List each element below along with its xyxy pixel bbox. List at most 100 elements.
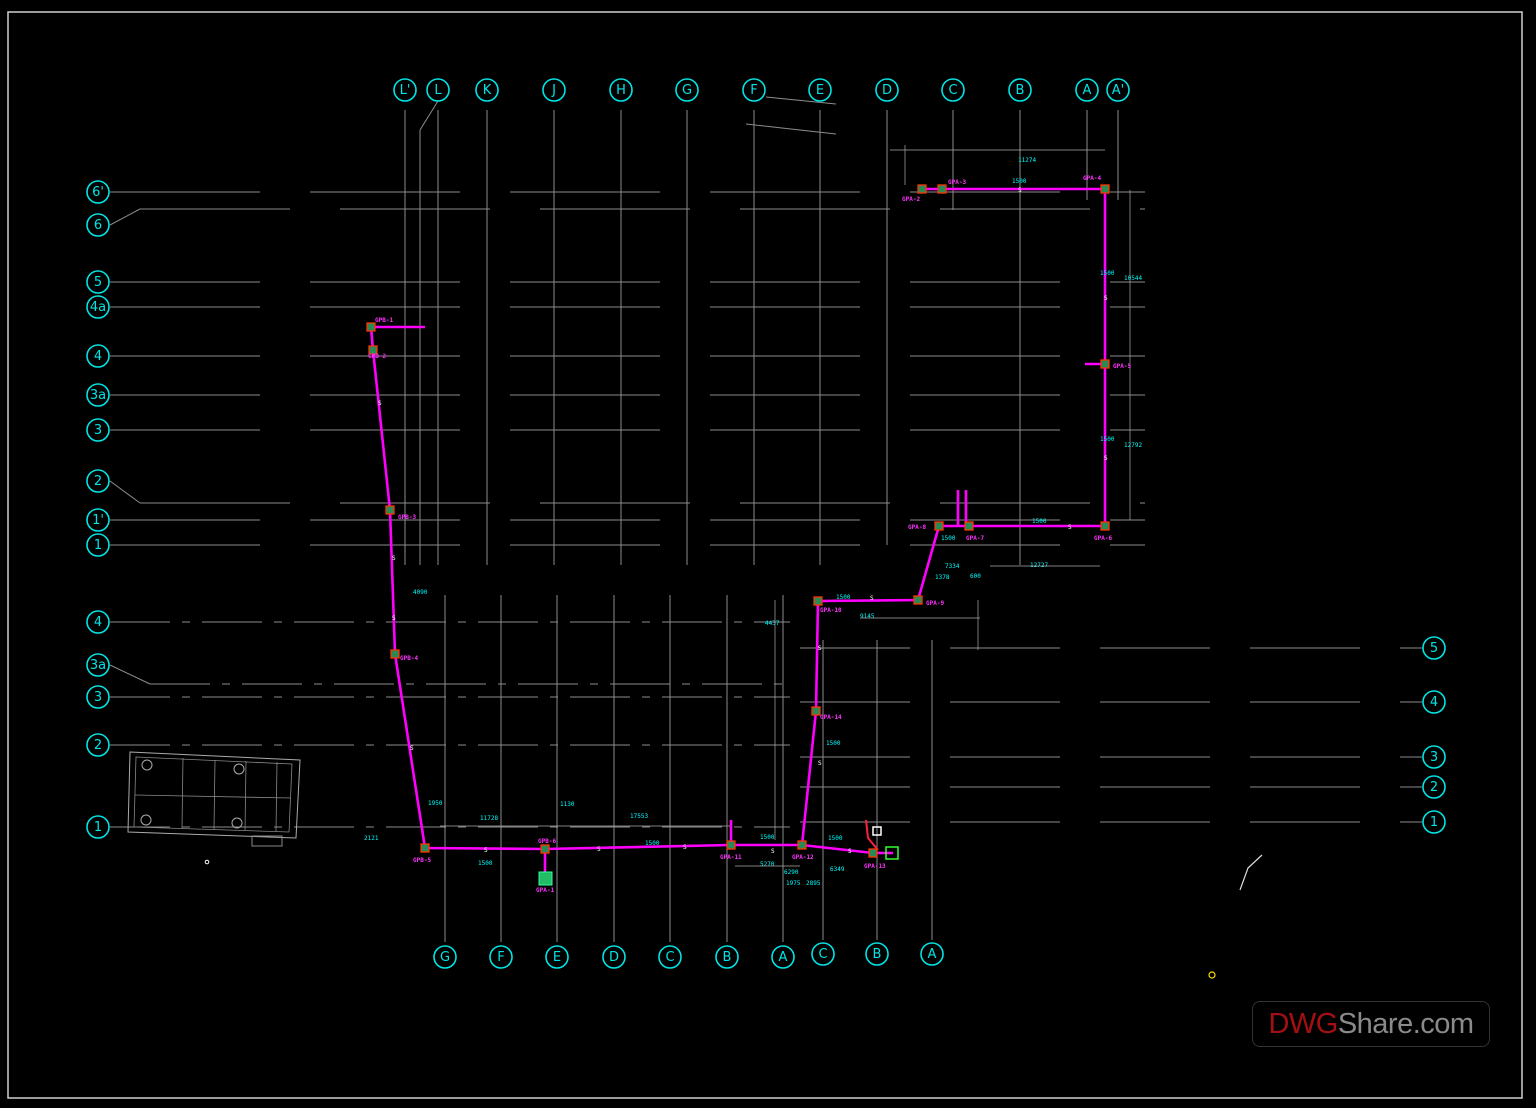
grid-bubble — [715, 945, 739, 969]
pipe-tags: GPB-1 GPB-2 GPB-3 GPB-4 GPB-5 GPB-6 GPA-11 GPA-… — [368, 175, 1131, 894]
grid-bubble-label: G — [440, 950, 450, 965]
dimension-label: 4437 — [765, 620, 780, 627]
grid-bubble-label: G — [682, 83, 692, 98]
grid-bubble — [920, 942, 944, 966]
grid-bubble — [393, 78, 417, 102]
slope-marker: S — [818, 760, 822, 767]
grid-bubble-label: E — [816, 83, 824, 98]
grid-leader — [765, 96, 837, 105]
slope-marker: S — [1104, 455, 1108, 462]
grid-bubble-label: A — [928, 947, 937, 962]
grid-bubble-label: L — [434, 83, 442, 98]
dimension-label: 1500 — [1012, 178, 1027, 185]
pipe-tag: GPB-4 — [400, 655, 418, 662]
pipe-tag: GPA-3 — [948, 179, 966, 186]
slope-marker: S — [1018, 187, 1022, 194]
dimension-label: 1130 — [560, 801, 575, 808]
grid-bubble — [489, 945, 513, 969]
grid-bubble — [771, 945, 795, 969]
dimension-label: 5270 — [760, 861, 775, 868]
grid-bubble-label: 2 — [94, 738, 102, 753]
slope-marker: S — [392, 615, 396, 622]
slope-marker: S — [597, 846, 601, 853]
dimension-label: 11274 — [1018, 157, 1036, 164]
pipe-node — [385, 505, 395, 515]
grid-bubble-label: 6 — [94, 218, 102, 233]
dimension-label: 1950 — [428, 800, 443, 807]
slope-marker: S — [683, 844, 687, 851]
pipe-tag: GPA-14 — [820, 714, 842, 721]
grid-bubble-label: L' — [400, 83, 411, 98]
pipe-node — [1100, 359, 1110, 369]
pipe-tag: GPA-9 — [926, 600, 944, 607]
dimension-label: 11728 — [480, 815, 498, 822]
grid-bubble — [941, 78, 965, 102]
slope-marker: S — [484, 847, 488, 854]
grid-bubble — [433, 945, 457, 969]
grid-bubble-label: 3a — [90, 658, 106, 673]
pipe-node — [913, 595, 923, 605]
dimension-label: 4090 — [413, 589, 428, 596]
point-marker — [204, 859, 210, 865]
dimension-label: 2895 — [806, 880, 821, 887]
regulator-icon — [538, 871, 553, 886]
grid-bubble-label: 3 — [1430, 750, 1438, 765]
watermark-brand-gray: Share.com — [1337, 1008, 1474, 1040]
dimension-label: 1500 — [941, 535, 956, 542]
slope-marker: S — [1068, 524, 1072, 531]
pipe-tag: GPA-12 — [792, 854, 814, 861]
grid-bubble — [86, 685, 110, 709]
grid-leader — [745, 123, 837, 135]
dimension-label: 12792 — [1124, 442, 1142, 449]
grid-bubble-label: C — [818, 947, 827, 962]
grid-bubble-label: 1' — [92, 513, 104, 528]
grid-bubble — [1008, 78, 1032, 102]
grid-bubble-label: 5 — [1430, 641, 1438, 656]
pipe-tag: GPA-8 — [908, 524, 926, 531]
grid-bubble-label: B — [873, 947, 882, 962]
grid-bubble — [86, 344, 110, 368]
grid-bubble — [86, 653, 110, 677]
pipe-tag: GPA-13 — [864, 863, 886, 870]
grid-bubble — [545, 945, 569, 969]
grid-bubble-label: A — [779, 950, 788, 965]
dimension-label: 7334 — [945, 563, 960, 570]
grid-bubble — [86, 213, 110, 237]
grid-bubble — [86, 533, 110, 557]
grid-bubble — [865, 942, 889, 966]
pipe-node — [813, 596, 823, 606]
fan-icon — [140, 814, 152, 826]
grid-bubble — [808, 78, 832, 102]
pipe-node — [934, 521, 944, 531]
dimension-label: 1500 — [1032, 518, 1047, 525]
dimension-label: 1500 — [836, 594, 851, 601]
grid-bubble — [86, 295, 110, 319]
valve-icon — [872, 826, 882, 836]
pipe-node — [917, 184, 927, 194]
grid-bubble-label: D — [882, 83, 892, 98]
grid-bubble-label: F — [750, 83, 757, 98]
grid-bubble — [86, 469, 110, 493]
dwgshare-watermark: DWGShare.com — [1252, 1001, 1490, 1047]
slope-marker: S — [1104, 295, 1108, 302]
pipe-tag: GPA-4 — [1083, 175, 1101, 182]
slope-marker: S — [392, 555, 396, 562]
watermark-brand-red: DWG — [1268, 1008, 1338, 1040]
grid-bubble-label: 3a — [90, 388, 106, 403]
grid-bubble-label: D — [609, 950, 619, 965]
grid-bubble — [1106, 78, 1130, 102]
grid-bubble-label: 4 — [94, 615, 102, 630]
grid-bubble-label: 1 — [94, 538, 102, 553]
pipe-node — [368, 345, 378, 355]
grid-lines — [109, 96, 1422, 942]
pipe-tag: GPA-2 — [902, 196, 920, 203]
grid-bubble-label: J — [551, 83, 556, 98]
grid-bubbles: L' L K J H G F E D C B A A' 6' 6 5 4a 4 3a 3 2 1' 1 G F E D C B A 4 3a 3… — [86, 78, 1446, 969]
grid-bubble — [658, 945, 682, 969]
grid-bubble-label: 3 — [94, 690, 102, 705]
grid-bubble-label: K — [483, 83, 492, 98]
grid-leader — [419, 100, 439, 131]
pipe-node — [964, 521, 974, 531]
grid-bubble — [1075, 78, 1099, 102]
